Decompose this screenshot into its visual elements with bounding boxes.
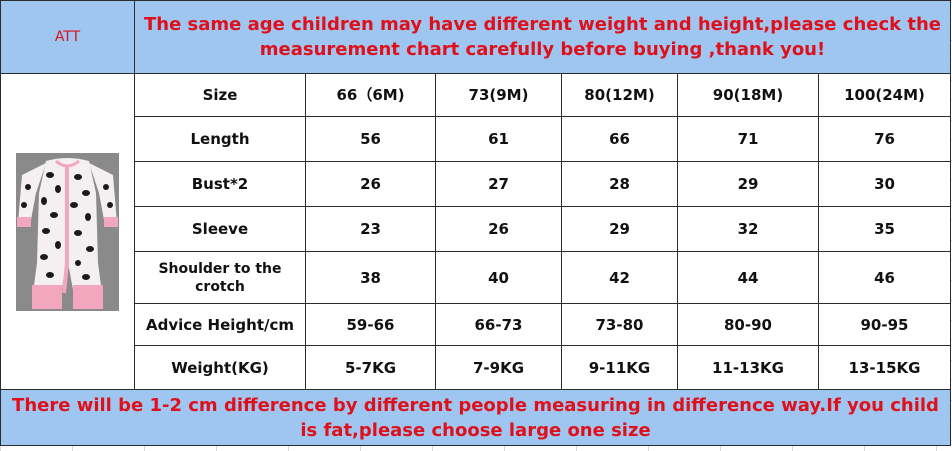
- table-cell: 29: [677, 161, 819, 207]
- table-row: Sleeve 23 26 29 32 35: [1, 206, 951, 252]
- header-notice: The same age children may have different…: [134, 0, 951, 74]
- table-cell: 11-13KG: [677, 345, 819, 390]
- table-cell: 46: [818, 251, 951, 304]
- footer-row: There will be 1-2 cm difference by diffe…: [0, 389, 951, 446]
- header-row: ATT The same age children may have diffe…: [0, 0, 951, 74]
- table-cell: 90-95: [818, 303, 951, 346]
- table-cell: 13-15KG: [818, 345, 951, 390]
- product-image-cell: [0, 73, 135, 390]
- table-cell: 76: [818, 116, 951, 162]
- table-cell: 32: [677, 206, 819, 252]
- table-cell: 7-9KG: [435, 345, 562, 390]
- table-cell: 38: [305, 251, 436, 304]
- table-cell: 29: [561, 206, 678, 252]
- table-cell: 56: [305, 116, 436, 162]
- table-cell: 66-73: [435, 303, 562, 346]
- table-cell: 26: [435, 206, 562, 252]
- column-header: 90(18M): [677, 73, 819, 117]
- table-cell: 42: [561, 251, 678, 304]
- row-label: Length: [134, 116, 306, 162]
- column-header: 73(9M): [435, 73, 562, 117]
- table-cell: 71: [677, 116, 819, 162]
- table-cell: 40: [435, 251, 562, 304]
- size-row: Size 66（6M) 73(9M) 80(12M) 90(18M) 100(2…: [0, 73, 951, 390]
- table-cell: 59-66: [305, 303, 436, 346]
- column-header: 100(24M): [818, 73, 951, 117]
- table-cell: 80-90: [677, 303, 819, 346]
- table-cell: 66: [561, 116, 678, 162]
- leopard-print-romper-icon: [16, 152, 119, 311]
- table-row: Length 56 61 66 71 76: [1, 116, 951, 162]
- row-label: Bust*2: [134, 161, 306, 207]
- table-row: Weight(KG) 5-7KG 7-9KG 9-11KG 11-13KG 13…: [1, 345, 951, 390]
- table-cell: 27: [435, 161, 562, 207]
- table-cell: 73-80: [561, 303, 678, 346]
- table-row: Shoulder to the crotch 38 40 42 44 46: [1, 251, 951, 304]
- table-row: Bust*2 26 27 28 29 30: [1, 161, 951, 207]
- row-label: Sleeve: [134, 206, 306, 252]
- table-cell: 28: [561, 161, 678, 207]
- table-cell: 9-11KG: [561, 345, 678, 390]
- table-cell: 35: [818, 206, 951, 252]
- footer-notice: There will be 1-2 cm difference by diffe…: [0, 389, 951, 446]
- column-header: 66（6M): [305, 73, 436, 117]
- table-cell: 61: [435, 116, 562, 162]
- table-cell: 44: [677, 251, 819, 304]
- column-header: 80(12M): [561, 73, 678, 117]
- table-row: Advice Height/cm 59-66 66-73 73-80 80-90…: [1, 303, 951, 346]
- table-cell: 30: [818, 161, 951, 207]
- table-cell: 26: [305, 161, 436, 207]
- column-header: Size: [134, 73, 306, 117]
- table-cell: 23: [305, 206, 436, 252]
- row-label: Shoulder to the crotch: [134, 251, 306, 304]
- row-label: Advice Height/cm: [134, 303, 306, 346]
- brand-label: ATT: [0, 0, 135, 74]
- row-label: Weight(KG): [134, 345, 306, 390]
- table-cell: 5-7KG: [305, 345, 436, 390]
